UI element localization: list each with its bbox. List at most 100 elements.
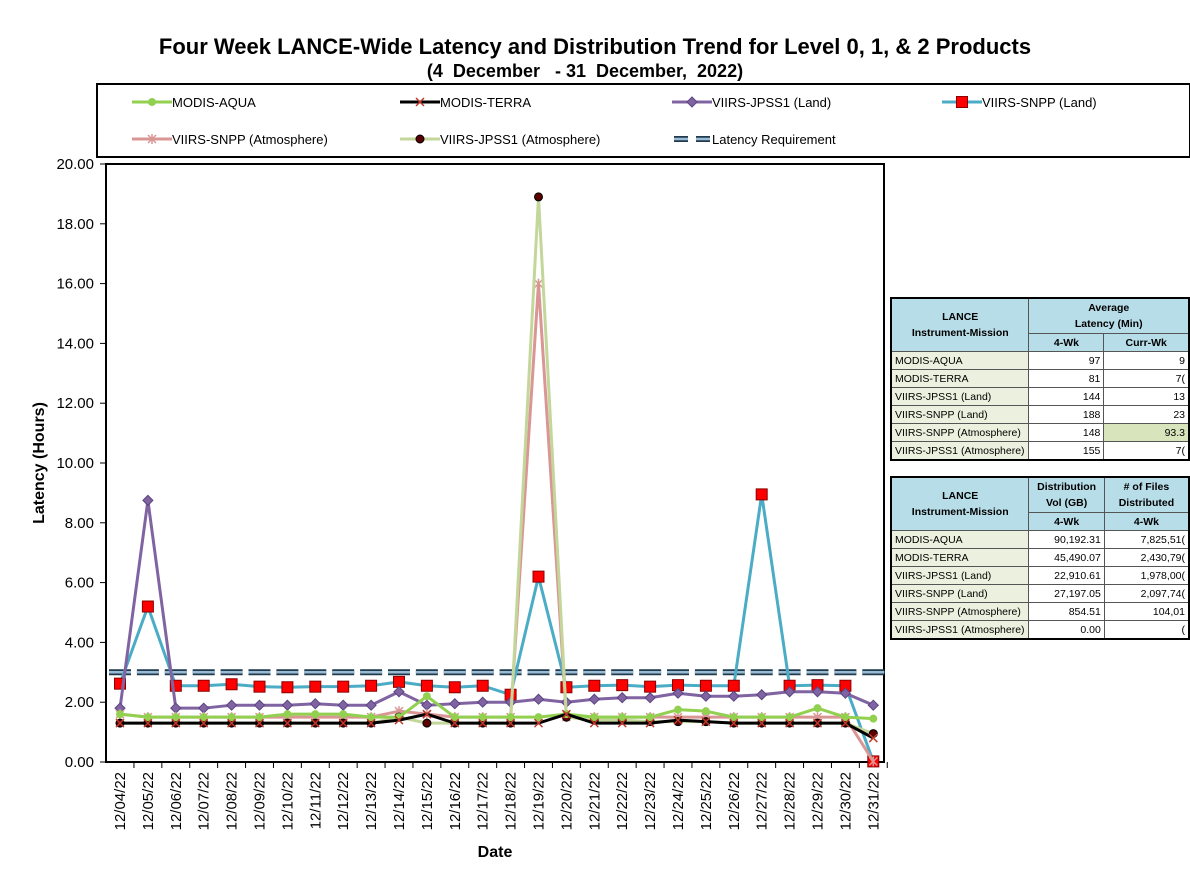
data-point [699,679,712,692]
x-tick-label: 12/22/22 [614,772,631,830]
data-point [534,713,543,722]
data-point [309,680,322,693]
legend-label: Latency Requirement [712,132,836,147]
y-axis-label: Latency (Hours) [31,402,48,524]
header-num-files: # of Files [1123,481,1170,493]
row-vol: 854.51 [1028,602,1105,621]
header-instrument: Instrument-Mission [911,327,1009,339]
latency-header-mission: LANCE Instrument-Mission [890,297,1030,352]
row-files: 104,01 [1103,602,1190,621]
data-point [616,692,628,704]
data-point [644,680,657,693]
legend-item-viirs-snpp-atmosphere: VIIRS-SNPP (Atmosphere) [132,132,328,147]
legend-label: VIIRS-SNPP (Land) [982,95,1097,110]
header-average: Average [1088,302,1130,314]
data-point [476,696,489,708]
legend-item-viirs-snpp-land: VIIRS-SNPP (Land) [942,95,1097,110]
row-vol: 90,192.31 [1028,530,1105,549]
data-point [116,710,124,719]
data-point [255,713,264,722]
row-name: MODIS-TERRA [890,369,1030,388]
files-col-4wk: 4-Wk [1103,512,1190,531]
data-point [476,679,489,692]
series-line [120,712,875,740]
row-name: VIIRS-SNPP (Atmosphere) [890,423,1030,442]
table-row: VIIRS-JPSS1 (Atmosphere) 0.00( [890,620,1190,640]
data-point [448,681,461,694]
table-row: MODIS-AQUA 97 9 [890,351,1190,370]
legend-box [96,83,1190,158]
x-tick-label: 12/10/22 [279,772,296,830]
data-point [169,679,182,692]
data-point [450,718,460,728]
latency-col-currwk: Curr-Wk [1103,333,1190,352]
legend-item-viirs-jpss1-atmosphere: VIIRS-JPSS1 (Atmosphere) [400,132,600,147]
row-vol: 45,490.07 [1028,548,1105,567]
header-lance: LANCE [942,311,979,323]
chart-subtitle: (4 December - 31 December, 2022) [426,61,744,81]
data-point [422,718,432,728]
row-currwk: 9 [1103,351,1190,370]
row-4wk: 97 [1028,351,1105,370]
row-currwk: 23 [1103,405,1190,424]
data-point [225,699,238,711]
data-point [281,681,294,694]
x-tick-label: 12/21/22 [586,772,603,830]
data-point [339,710,348,719]
data-point [869,714,878,723]
row-4wk: 144 [1028,387,1105,406]
row-files: 7,825,51( [1103,530,1190,549]
latency-col-4wk: 4-Wk [1028,333,1105,352]
legend-label: MODIS-AQUA [172,95,256,110]
x-tick-label: 12/05/22 [140,772,157,830]
data-point [590,713,599,722]
header-latency-min: Latency (Min) [1074,318,1143,330]
series-modis-aqua [116,692,878,723]
x-tick-label: 12/08/22 [224,772,241,830]
table-row: MODIS-AQUA 90,192.31 7,825,51( [890,530,1190,549]
data-point [533,718,544,728]
data-point [506,718,516,728]
series-line [118,492,875,762]
legend-item-modis-aqua: MODIS-AQUA [132,95,256,110]
data-point [561,709,571,719]
data-point [727,679,740,692]
row-currwk: 93.3 [1103,423,1190,442]
data-point [534,192,543,202]
legend-marker [415,134,425,144]
x-tick-label: 12/06/22 [168,772,185,830]
data-point [171,718,181,728]
data-point [254,718,265,728]
legend-marker [148,98,156,106]
table-row: VIIRS-JPSS1 (Atmosphere) 155 7( [890,441,1190,461]
data-point [757,713,766,722]
row-files: 2,097,74( [1103,584,1190,603]
data-point [310,718,320,728]
data-point [199,713,208,722]
data-point [365,679,378,692]
data-point [839,687,852,699]
data-point [532,570,545,583]
x-tick-label: 12/07/22 [196,772,213,830]
y-tick-label: 2.00 [65,694,94,711]
data-point [588,679,601,692]
data-point [197,679,210,692]
data-point [393,675,405,688]
data-point [478,713,487,722]
data-point [728,690,740,702]
table-row: MODIS-TERRA 45,490.07 2,430,79( [890,548,1190,567]
data-point [729,713,738,722]
x-tick-label: 12/24/22 [670,772,687,830]
x-tick-label: 12/12/22 [335,772,352,830]
data-point [868,733,878,743]
data-point [646,713,655,722]
y-tick-label: 18.00 [56,216,94,233]
header-distributed: Distributed [1118,497,1175,509]
y-tick-label: 0.00 [65,754,94,771]
table-row: VIIRS-SNPP (Land) 27,197.05 2,097,74( [890,584,1190,603]
x-tick-label: 12/28/22 [782,772,799,830]
data-point [645,718,655,728]
row-4wk: 81 [1028,369,1105,388]
data-point [867,699,880,711]
data-point [199,718,209,728]
